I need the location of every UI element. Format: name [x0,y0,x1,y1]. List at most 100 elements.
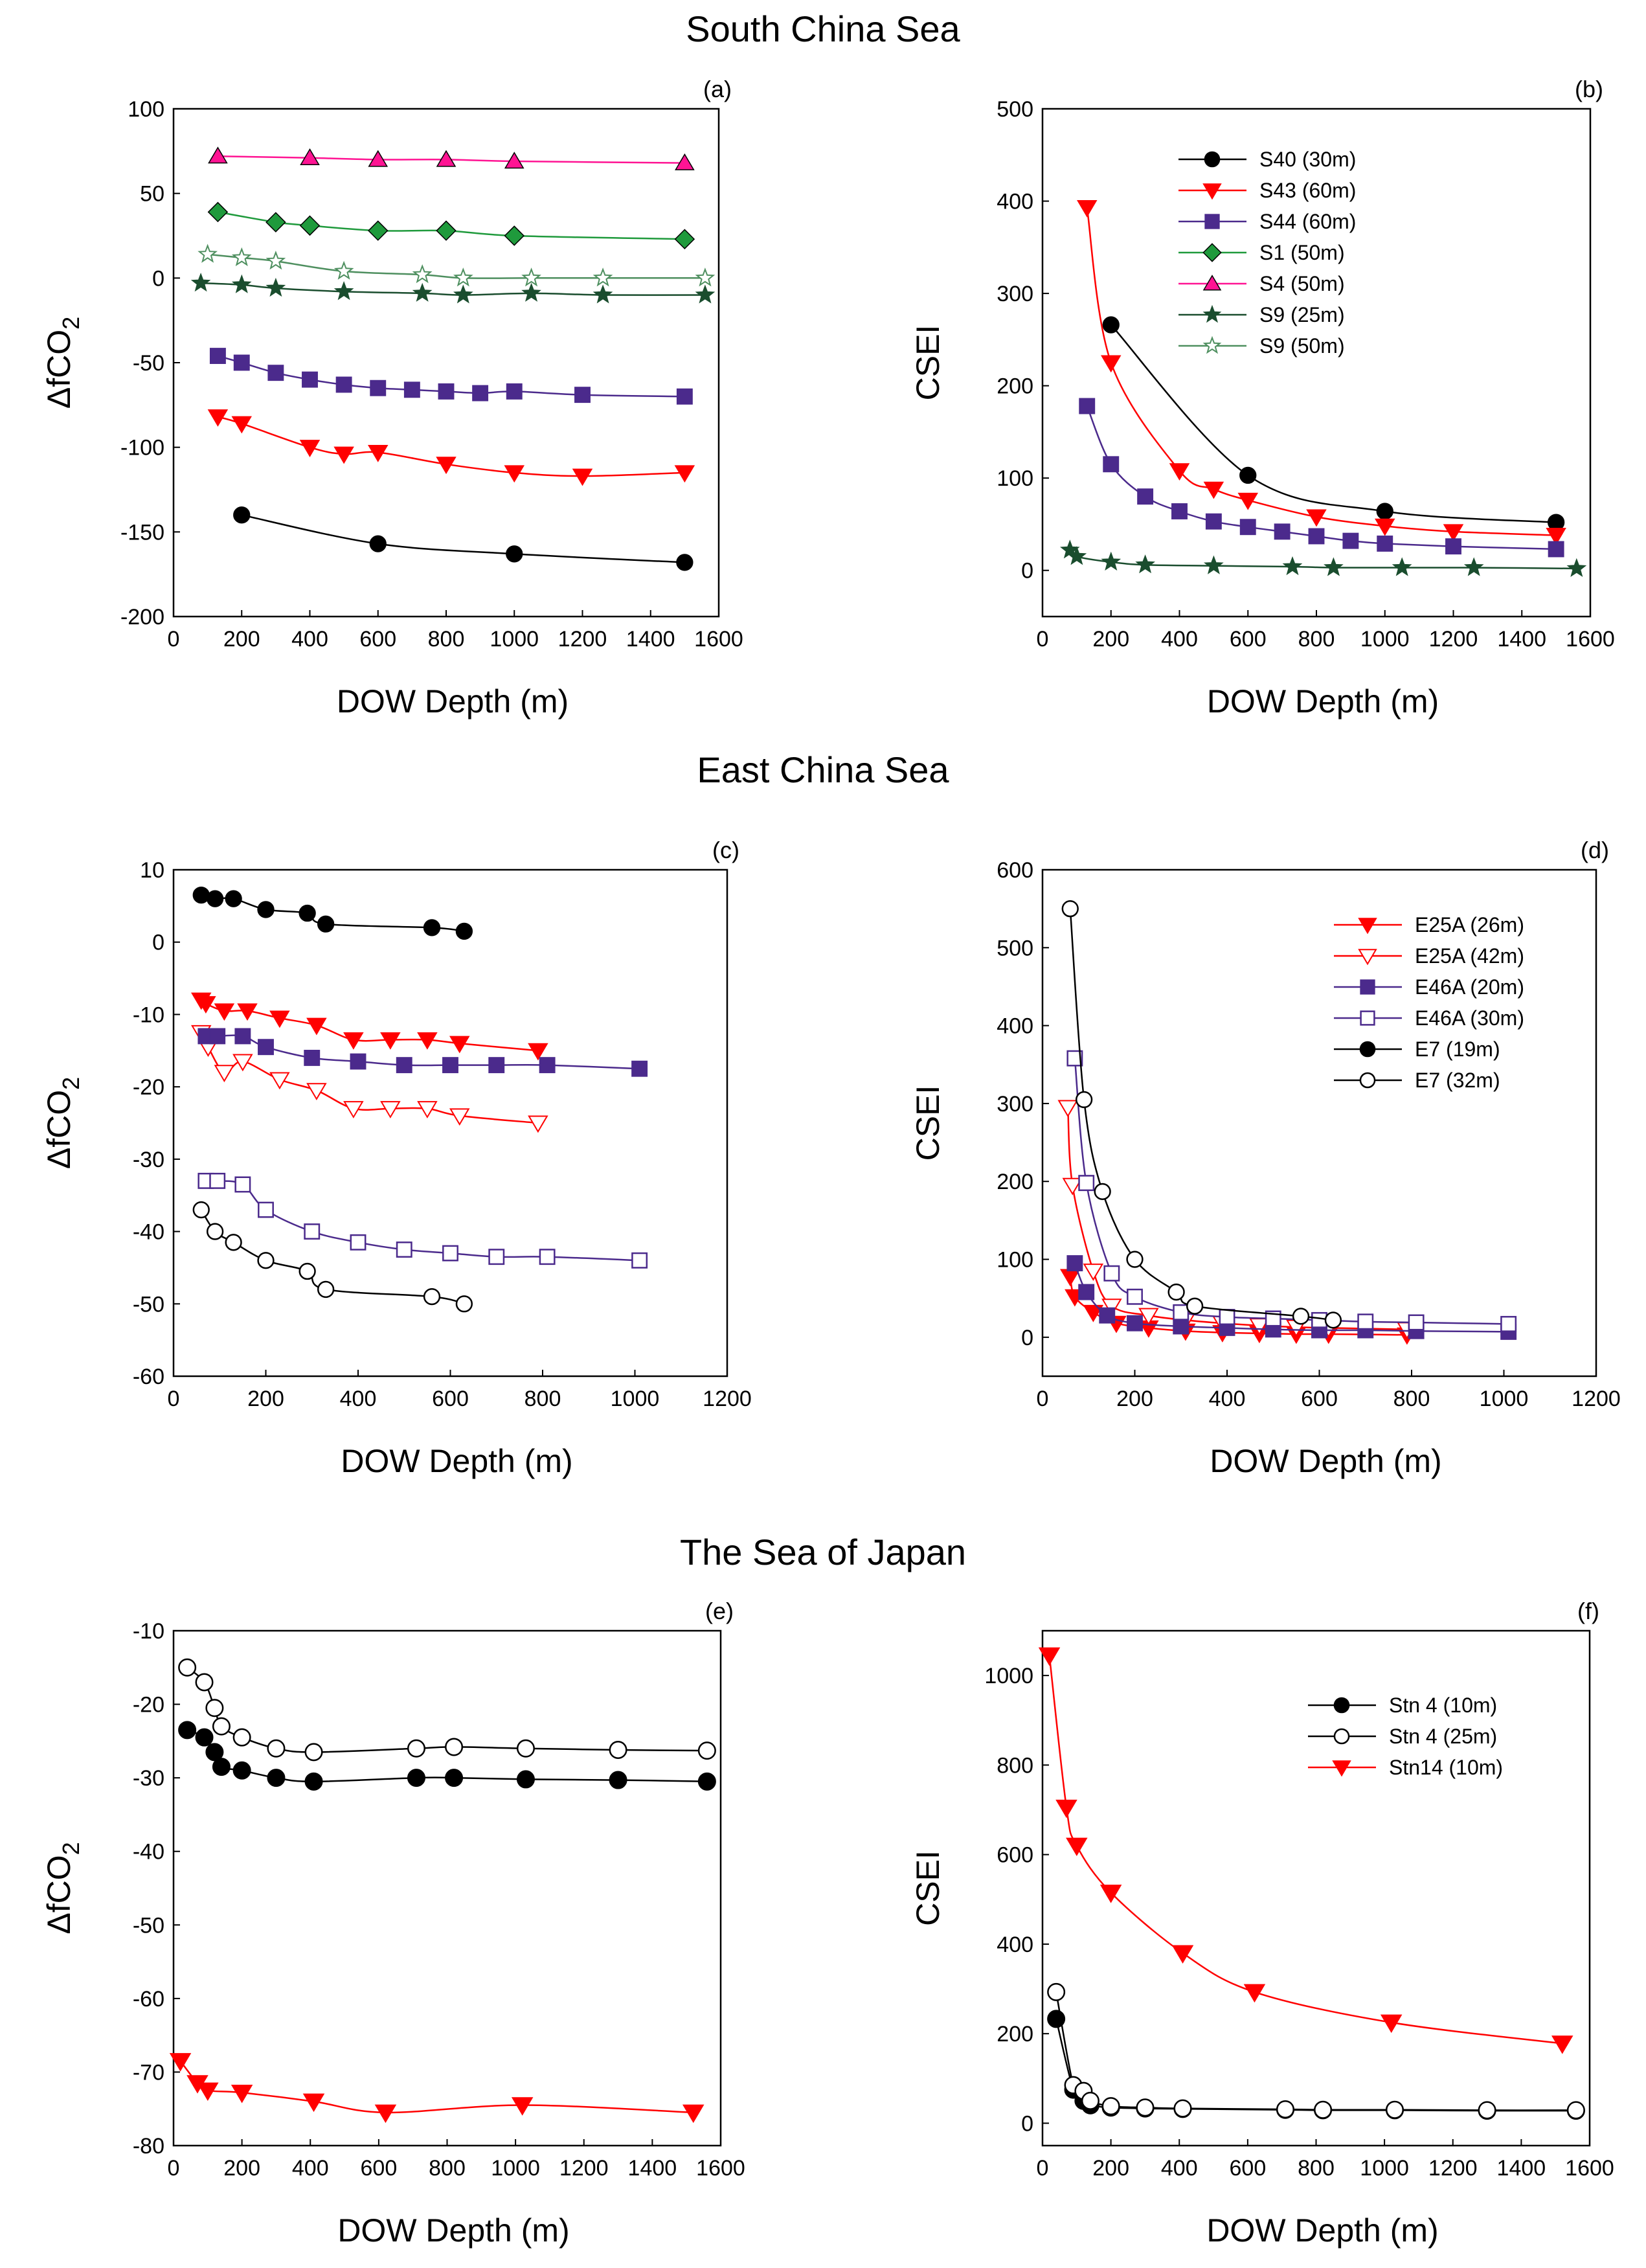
series-s4-50m [208,146,695,170]
data-point [1038,1647,1061,1666]
data-point [1171,503,1188,519]
data-point [195,1673,214,1692]
legend-label: S1 (50m) [1259,241,1345,264]
data-point [1136,2098,1155,2117]
y-tick-label: -10 [133,1003,164,1027]
x-tick-label: 200 [1092,627,1129,652]
series-s1-50m [207,201,695,249]
series-s9-25m [1060,539,1587,577]
y-axis-label-main: ΔfCO [41,330,77,409]
data-point [233,354,250,371]
x-tick-label: 0 [168,1387,180,1411]
data-point [333,281,354,301]
x-tick-label: 200 [247,1387,284,1411]
data-point [1066,546,1087,565]
y-tick-label: 100 [997,466,1033,491]
legend-marker [1204,151,1221,168]
data-point [423,919,441,936]
data-point [1138,1308,1159,1326]
y-tick-label: 400 [997,1014,1033,1039]
legend-item: E25A (42m) [1334,944,1524,968]
y-tick-label: 0 [152,931,164,955]
legend-label: E7 (19m) [1415,1038,1500,1061]
legend-item: S43 (60m) [1178,179,1356,202]
series-s43-60m [1076,200,1566,545]
data-point [1380,2014,1403,2034]
data-point [449,1108,470,1126]
series-line [1069,909,1334,1321]
data-point [306,1083,327,1101]
data-point [1445,538,1461,555]
data-point [1463,557,1484,576]
data-point [1103,1265,1120,1282]
x-axis-label: DOW Depth (m) [341,1443,572,1479]
data-point [169,2053,192,2072]
x-tick-label: 800 [524,1387,561,1411]
series-stn-4-10m [178,1721,716,1791]
data-point [232,1054,253,1072]
x-tick-label: 0 [1037,2156,1049,2181]
data-point [1306,509,1327,527]
data-point [1375,518,1395,536]
legend-marker [1359,1041,1376,1058]
series-line [1110,324,1557,523]
legend-label: Stn 4 (25m) [1389,1725,1497,1748]
data-point [1083,1304,1104,1322]
series-s40-30m [1102,316,1565,531]
data-point [396,1242,412,1258]
legend-label: S4 (50m) [1259,272,1345,295]
series-stn-4-25m [1047,1982,1585,2120]
data-point [631,1060,648,1077]
data-point [1292,1308,1310,1325]
x-tick-label: 200 [223,627,260,652]
data-point [674,465,695,483]
chart-panel-e: 0 200 400 600 800 1000 1200 1400 1600 -80 -70 -60 -5… [41,1598,745,2249]
x-tick-label: 1400 [1497,627,1546,652]
series-e46a-30m [1066,1050,1517,1332]
data-point [1276,2100,1294,2119]
data-point [304,1223,321,1240]
legend-item: E46A (20m) [1334,975,1524,999]
plot-frame [1041,1629,1591,2147]
legend-item: S40 (30m) [1178,148,1356,171]
panel-label: (b) [1575,76,1603,102]
y-tick-label: -30 [133,1766,164,1791]
data-point [521,282,541,302]
x-tick-label: 1200 [1429,627,1478,652]
data-point [265,277,286,297]
legend-marker [1204,214,1220,229]
data-point [407,1739,425,1758]
data-point [380,1101,401,1118]
data-point [1500,1315,1517,1332]
data-point [225,1234,242,1251]
data-point [1081,2091,1099,2110]
legend-label: E7 (32m) [1415,1069,1500,1092]
data-point [1127,1315,1143,1332]
data-point [333,446,354,464]
data-point [237,1003,258,1021]
data-point [374,2104,397,2124]
data-point [1127,1288,1143,1305]
series-s40-30m [233,506,693,571]
data-point [267,365,284,381]
y-tick-label: 400 [997,1933,1033,1957]
y-axis-label-subscript: 2 [58,1077,84,1090]
legend-item: Stn 4 (25m) [1308,1725,1497,1748]
x-tick-label: 1400 [628,2156,677,2181]
data-point [299,904,316,922]
data-point [1062,1177,1083,1196]
legend-item: E25A (26m) [1334,913,1524,936]
legend-label: E25A (42m) [1415,944,1524,968]
y-tick-label: 400 [997,190,1033,214]
y-tick-label: 0 [1021,559,1033,584]
data-point [258,1201,274,1218]
data-point [1173,1304,1189,1321]
data-point [1274,523,1291,540]
series-s44-60m [209,348,693,405]
data-point [304,1050,321,1066]
data-point [335,376,352,393]
data-point [1566,558,1587,577]
x-tick-label: 1400 [1497,2156,1546,2181]
data-point [192,1201,210,1219]
y-axis-label: CSEI [910,1085,946,1161]
